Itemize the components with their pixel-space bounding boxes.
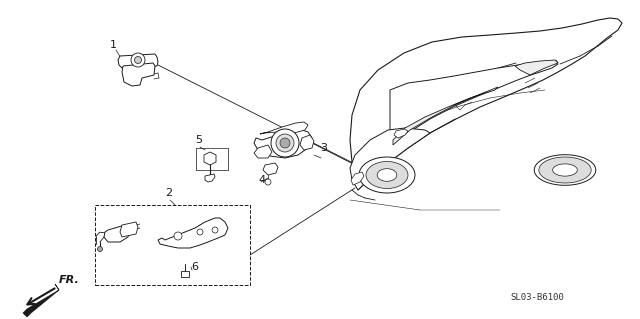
Polygon shape [366,161,408,189]
Circle shape [280,138,290,148]
Circle shape [131,53,145,67]
Polygon shape [181,271,189,277]
Polygon shape [515,60,558,75]
Polygon shape [204,152,216,165]
Text: 1: 1 [110,40,117,50]
Circle shape [212,227,218,233]
Circle shape [97,247,102,251]
Polygon shape [118,54,158,68]
Circle shape [174,232,182,240]
Polygon shape [104,225,130,242]
Text: 5: 5 [195,135,202,145]
Text: FR.: FR. [59,275,80,285]
Bar [95,205,250,285]
Polygon shape [393,87,498,145]
Polygon shape [350,128,430,190]
Polygon shape [539,157,591,183]
Polygon shape [158,218,228,248]
Text: 6: 6 [191,262,198,272]
Polygon shape [254,130,312,158]
Polygon shape [553,164,577,176]
Polygon shape [260,122,308,134]
Polygon shape [377,169,397,181]
Polygon shape [23,284,59,317]
Polygon shape [390,62,558,148]
Polygon shape [300,135,314,150]
Text: 2: 2 [165,188,172,198]
Polygon shape [359,157,415,193]
Polygon shape [205,174,215,182]
Polygon shape [263,163,278,175]
Polygon shape [534,155,596,185]
Polygon shape [122,63,155,86]
Circle shape [271,129,299,157]
Circle shape [276,134,294,152]
Text: 3: 3 [320,143,327,153]
Circle shape [265,179,271,185]
Text: 4: 4 [258,175,265,185]
Circle shape [134,56,141,63]
Polygon shape [350,18,622,190]
Polygon shape [351,172,364,185]
Polygon shape [394,129,408,138]
Text: SL03-B6100: SL03-B6100 [510,293,564,302]
Circle shape [197,229,203,235]
Polygon shape [120,222,138,237]
Polygon shape [254,145,272,158]
